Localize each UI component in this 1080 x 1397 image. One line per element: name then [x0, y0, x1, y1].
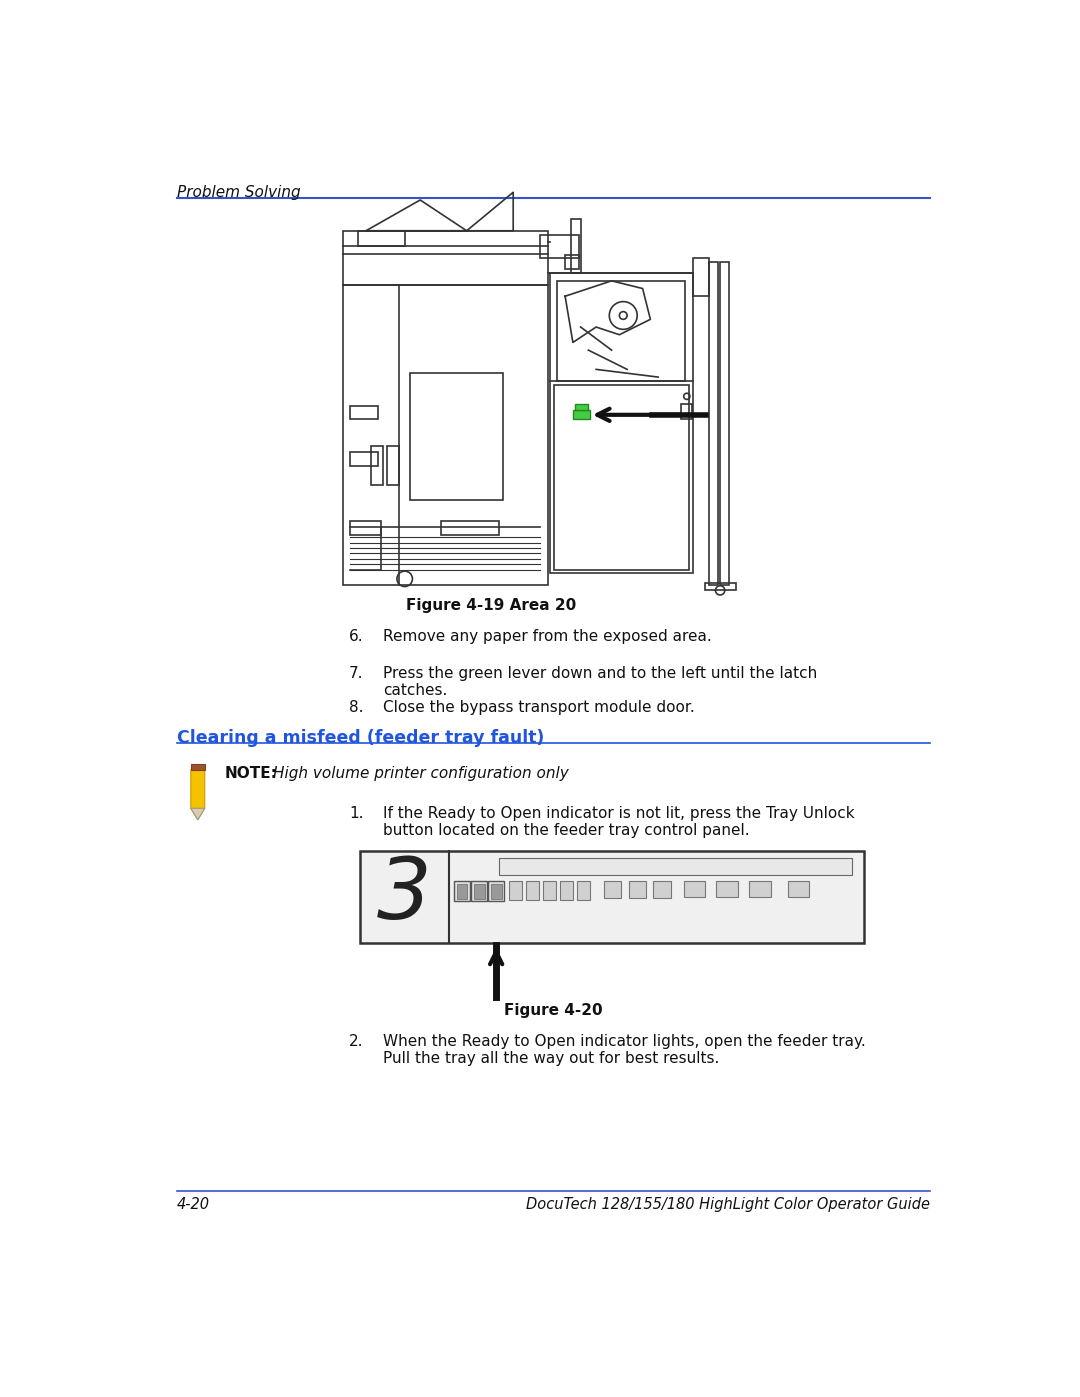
Text: If the Ready to Open indicator is not lit, press the Tray Unlock
button located : If the Ready to Open indicator is not li…	[383, 806, 854, 838]
Bar	[693, 257, 708, 296]
Bar	[684, 882, 705, 897]
Bar	[455, 882, 470, 901]
Bar	[387, 447, 399, 485]
Text: When the Ready to Open indicator lights, open the feeder tray.
Pull the tray all: When the Ready to Open indicator lights,…	[383, 1034, 866, 1066]
Text: 1.: 1.	[349, 806, 364, 821]
Text: 2.: 2.	[349, 1034, 364, 1049]
Bar	[704, 583, 735, 591]
Text: 4-20: 4-20	[177, 1197, 210, 1213]
Bar	[787, 882, 809, 897]
Bar	[490, 884, 501, 900]
Bar	[577, 882, 590, 900]
Bar	[342, 231, 548, 285]
Bar	[708, 261, 718, 585]
Text: DocuTech 128/155/180 HighLight Color Operator Guide: DocuTech 128/155/180 HighLight Color Ope…	[526, 1197, 930, 1213]
Bar	[441, 521, 499, 535]
Text: Close the bypass transport module door.: Close the bypass transport module door.	[383, 700, 694, 715]
Bar	[360, 851, 864, 943]
Bar	[550, 274, 693, 573]
Polygon shape	[191, 764, 205, 770]
Bar	[457, 884, 468, 900]
Bar	[542, 882, 556, 900]
Text: NOTE:: NOTE:	[225, 766, 276, 781]
Text: 6.: 6.	[349, 629, 364, 644]
Bar	[509, 882, 522, 900]
Bar	[559, 882, 572, 900]
Text: Remove any paper from the exposed area.: Remove any paper from the exposed area.	[383, 629, 712, 644]
Bar	[488, 882, 504, 901]
Bar	[540, 235, 579, 257]
Text: Figure 4-19 Area 20: Figure 4-19 Area 20	[406, 598, 577, 613]
Text: Press the green lever down and to the left until the latch
catches.: Press the green lever down and to the le…	[383, 666, 818, 698]
Bar	[474, 884, 485, 900]
Bar	[572, 411, 590, 419]
Bar	[748, 882, 770, 897]
Bar	[471, 882, 487, 901]
Bar	[350, 405, 378, 419]
Bar	[720, 261, 729, 585]
Bar	[342, 285, 548, 585]
Bar	[629, 882, 646, 898]
Text: 7.: 7.	[349, 666, 364, 680]
Polygon shape	[191, 770, 205, 820]
Text: Clearing a misfeed (feeder tray fault): Clearing a misfeed (feeder tray fault)	[177, 729, 544, 747]
Bar	[410, 373, 503, 500]
Bar	[604, 882, 621, 898]
Text: Problem Solving: Problem Solving	[177, 184, 300, 200]
Bar	[350, 521, 381, 535]
Bar	[359, 231, 405, 246]
Text: High volume printer configuration only: High volume printer configuration only	[273, 766, 569, 781]
Text: 8.: 8.	[349, 700, 364, 715]
Bar	[681, 404, 692, 419]
Text: Figure 4-20: Figure 4-20	[504, 1003, 603, 1018]
Bar	[372, 447, 383, 485]
Bar	[576, 404, 588, 411]
Bar	[571, 219, 581, 274]
Bar	[716, 882, 738, 897]
Bar	[554, 384, 689, 570]
Bar	[499, 858, 852, 876]
Bar	[565, 256, 579, 270]
Polygon shape	[191, 809, 205, 820]
Bar	[526, 882, 539, 900]
Bar	[557, 281, 685, 381]
Bar	[653, 882, 671, 898]
Text: 3: 3	[377, 855, 431, 937]
Bar	[350, 451, 378, 465]
